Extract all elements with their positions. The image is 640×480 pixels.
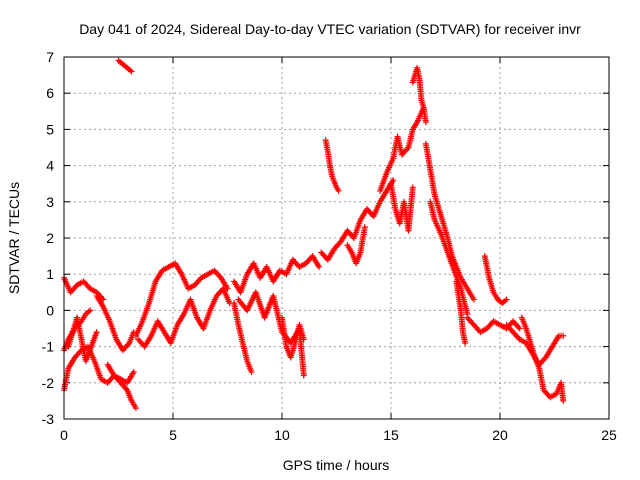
data-point [361, 224, 368, 231]
y-tick-label: 0 [46, 302, 54, 318]
data-point [300, 336, 307, 343]
chart-title: Day 041 of 2024, Sidereal Day-to-day VTE… [79, 21, 581, 37]
data-point [462, 339, 469, 346]
data-point [248, 368, 255, 375]
data-points [61, 57, 567, 412]
x-axis-label: GPS time / hours [283, 457, 390, 473]
data-point [516, 325, 523, 332]
data-point [470, 296, 477, 303]
x-tick-label: 15 [383, 427, 399, 443]
y-tick-label: 4 [46, 158, 54, 174]
data-point [316, 263, 323, 270]
y-tick-label: 3 [46, 194, 54, 210]
data-point [128, 68, 135, 75]
data-point [93, 329, 100, 336]
data-point [390, 177, 397, 184]
data-point [422, 119, 429, 126]
y-tick-label: -3 [42, 411, 55, 427]
data-point [130, 368, 137, 375]
x-tick-label: 20 [492, 427, 508, 443]
data-point [503, 296, 510, 303]
y-tick-label: -2 [42, 375, 55, 391]
x-tick-label: 5 [169, 427, 177, 443]
grid-lines [64, 57, 609, 419]
data-point [409, 184, 416, 191]
y-tick-label: -1 [42, 339, 55, 355]
y-tick-label: 1 [46, 266, 54, 282]
data-point [300, 372, 307, 379]
x-tick-label: 0 [60, 427, 68, 443]
data-point [132, 405, 139, 412]
plot-frame [63, 56, 610, 420]
x-tick-label: 10 [274, 427, 290, 443]
y-axis-label: SDTVAR / TECUs [6, 182, 22, 294]
y-tick-label: 7 [46, 49, 54, 65]
data-point [87, 307, 94, 314]
x-tick-label: 25 [601, 427, 617, 443]
data-point [560, 332, 567, 339]
data-point [335, 187, 342, 194]
y-tick-label: 6 [46, 85, 54, 101]
y-tick-label: 2 [46, 230, 54, 246]
y-tick-label: 5 [46, 121, 54, 137]
data-point [560, 397, 567, 404]
